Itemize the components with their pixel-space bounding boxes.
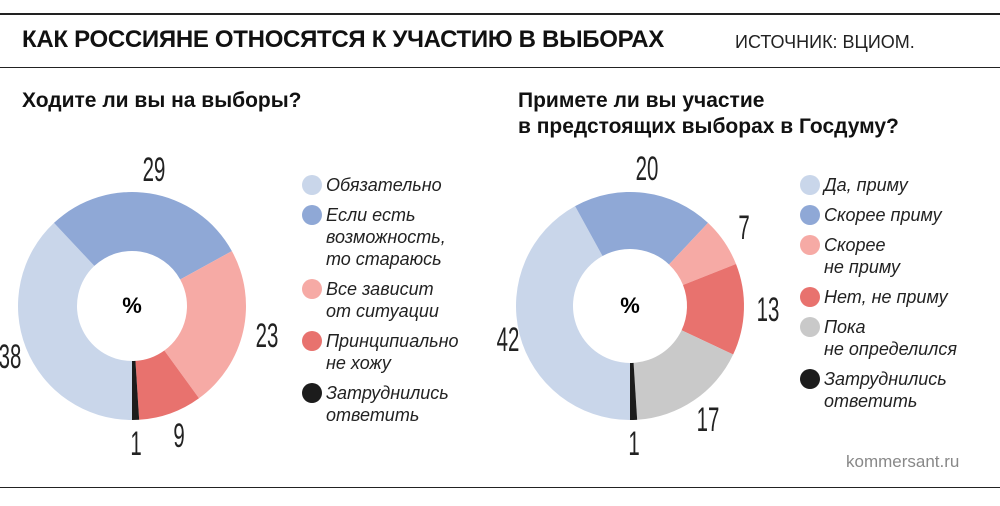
value-label: 17: [696, 401, 719, 440]
footer: kommersant.ru: [846, 452, 960, 471]
donut-slice: [164, 251, 246, 399]
value-label: 1: [628, 424, 641, 463]
legend-swatch: [302, 175, 322, 195]
legend-item: Все зависит от ситуации: [302, 278, 459, 322]
donut-slice: [633, 330, 734, 420]
legend-item: Затруднились ответить: [800, 368, 957, 412]
top-rule: [0, 13, 1000, 15]
legend-label: Да, приму: [824, 175, 908, 195]
chart-title: Примете ли вы участие в предстоящих выбо…: [518, 89, 899, 138]
legend-item: Нет, не приму: [800, 286, 957, 308]
legend-item: Если есть возможность, то стараюсь: [302, 204, 459, 270]
page-title: КАК РОССИЯНЕ ОТНОСЯТСЯ К УЧАСТИЮ В ВЫБОР…: [22, 26, 664, 53]
legend-label: Скорее приму: [824, 205, 942, 225]
donut-slice: [575, 192, 709, 265]
legend-label: Скорее не приму: [824, 235, 900, 277]
legend-swatch: [302, 205, 322, 225]
donut-slice: [516, 206, 630, 420]
center-label: %: [122, 293, 142, 318]
value-label: 9: [173, 416, 185, 455]
legend: Да, приму Скорее приму Скорее не приму Нет,…: [800, 174, 957, 412]
legend-label: Пока не определился: [824, 317, 957, 359]
legend-swatch: [800, 205, 820, 225]
bottom-rule: [0, 487, 1000, 488]
legend-item: Затруднились ответить: [302, 382, 459, 426]
legend-label: Принципиально не хожу: [326, 331, 459, 373]
legend-label: Обязательно: [326, 175, 442, 195]
value-label: 42: [496, 321, 520, 360]
center-label: %: [620, 293, 640, 318]
donut-slice: [18, 222, 132, 420]
donut-slice: [53, 192, 232, 280]
legend-label: Затруднились ответить: [326, 383, 449, 425]
legend-swatch: [302, 279, 322, 299]
chart-title: Ходите ли вы на выборы?: [22, 89, 302, 112]
legend-swatch: [302, 383, 322, 403]
legend: Обязательно Если есть возможность, то ста…: [302, 174, 459, 426]
legend-item: Пока не определился: [800, 316, 957, 360]
legend-swatch: [800, 369, 820, 389]
source: ИСТОЧНИК: ВЦИОМ.: [735, 32, 915, 52]
donut-slice: [135, 350, 200, 420]
donut-slice: [630, 362, 638, 420]
value-label: 7: [738, 209, 750, 248]
value-label: 13: [756, 291, 780, 330]
legend-label: Если есть возможность, то стараюсь: [326, 205, 446, 269]
donut-slice: [681, 264, 744, 355]
legend-item: Скорее не приму: [800, 234, 957, 278]
legend-item: Обязательно: [302, 174, 459, 196]
legend-item: Да, приму: [800, 174, 957, 196]
legend-swatch: [800, 317, 820, 337]
legend-label: Все зависит от ситуации: [326, 279, 439, 321]
header-rule: [0, 67, 1000, 68]
legend-swatch: [800, 175, 820, 195]
value-label: 38: [0, 337, 22, 376]
legend-label: Затруднились ответить: [824, 369, 947, 411]
legend-swatch: [800, 235, 820, 255]
value-label: 20: [635, 150, 659, 189]
legend-item: Скорее приму: [800, 204, 957, 226]
donut-slice: [669, 222, 736, 286]
donut-slice: [132, 360, 140, 420]
legend-swatch: [302, 331, 322, 351]
value-label: 1: [130, 424, 143, 463]
legend-swatch: [800, 287, 820, 307]
value-label: 23: [255, 317, 279, 356]
value-label: 29: [142, 150, 165, 189]
legend-label: Нет, не приму: [824, 287, 948, 307]
legend-item: Принципиально не хожу: [302, 330, 459, 374]
